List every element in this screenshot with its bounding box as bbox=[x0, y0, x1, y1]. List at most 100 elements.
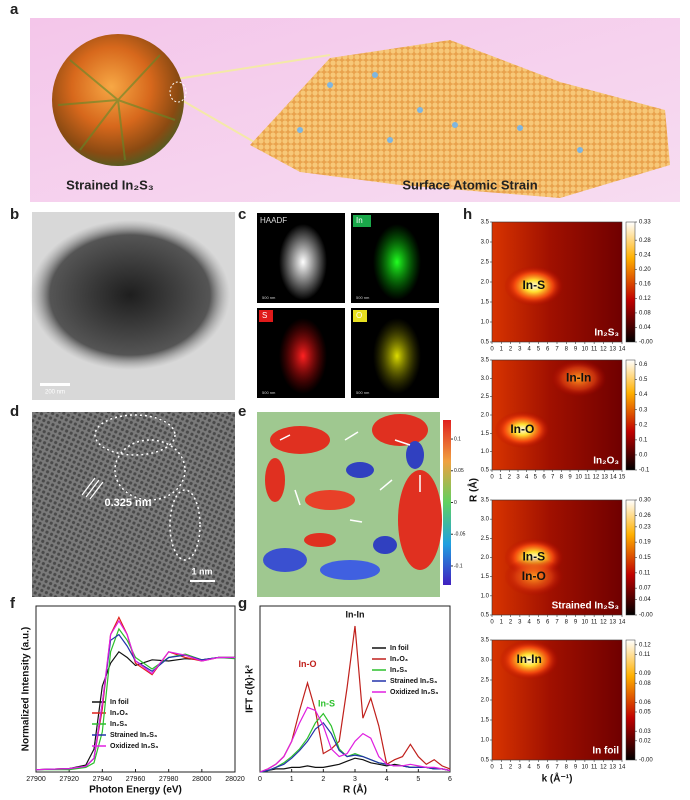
colorbar-tick-label: 0.1 bbox=[639, 437, 648, 443]
sample-label: In foil bbox=[592, 746, 619, 757]
colorbar-tick-label: 0.23 bbox=[639, 524, 651, 530]
x-tick-label: 10 bbox=[582, 620, 589, 626]
x-tick-label: 13 bbox=[609, 765, 616, 771]
strain-arrows bbox=[279, 431, 421, 523]
x-tick-label: 1 bbox=[500, 765, 504, 771]
series-line bbox=[259, 712, 451, 773]
panel-label: a bbox=[10, 1, 19, 18]
x-tick-label: 7 bbox=[551, 475, 555, 481]
scale-label: 1 nm bbox=[191, 566, 212, 576]
map-label: O bbox=[356, 311, 362, 320]
x-tick-label: 9 bbox=[574, 347, 578, 353]
peak-label: In-In bbox=[516, 652, 541, 666]
y-tick-label: 3.5 bbox=[481, 358, 490, 364]
heatmap bbox=[492, 640, 622, 760]
x-tick-label: 7 bbox=[555, 765, 559, 771]
y-tick-label: 0.5 bbox=[481, 468, 490, 474]
panel-a: Strained In₂S₃ Surface Atomic Strain bbox=[30, 18, 680, 202]
x-tick-label: 27960 bbox=[126, 776, 146, 783]
heat-spot bbox=[494, 411, 551, 448]
y-tick-label: 2.5 bbox=[481, 260, 490, 266]
y-tick-label: 3.5 bbox=[481, 220, 490, 226]
colorbar-tick-label: 0.05 bbox=[639, 710, 651, 716]
peak-label: In-S bbox=[318, 699, 335, 709]
y-tick-label: 3.5 bbox=[481, 498, 490, 504]
left-label: Strained In₂S₃ bbox=[66, 177, 154, 192]
peak-label: In-O bbox=[510, 422, 534, 436]
colorbar-tick-label: 0.12 bbox=[639, 642, 651, 648]
x-tick-label: 1 bbox=[500, 347, 504, 353]
haadf-signal bbox=[279, 224, 327, 300]
o-signal bbox=[373, 318, 421, 394]
y-tick-label: 2.0 bbox=[481, 555, 490, 561]
x-axis-label: k (Å⁻¹) bbox=[542, 772, 573, 785]
colorbar-tick-label: -0.00 bbox=[639, 340, 653, 346]
x-tick-label: 8 bbox=[565, 347, 569, 353]
peak-label: In-S bbox=[522, 550, 545, 564]
x-tick-label: 11 bbox=[591, 620, 598, 626]
colorbar-tick-label: 0.08 bbox=[639, 681, 651, 687]
colorbar-tick-label: 0.16 bbox=[639, 281, 651, 287]
scale-label: 500 nm bbox=[262, 295, 276, 300]
colorbar-tick-label: 0.08 bbox=[639, 310, 651, 316]
x-tick-label: 27900 bbox=[26, 776, 46, 783]
scale-bar bbox=[40, 383, 70, 386]
x-axis-label: R (Å) bbox=[343, 783, 367, 796]
scale-label: 200 nm bbox=[45, 390, 65, 396]
label-box bbox=[353, 215, 371, 227]
series-line bbox=[259, 721, 451, 773]
colorbar bbox=[625, 359, 636, 471]
x-tick-label: 7 bbox=[555, 347, 559, 353]
series-line bbox=[35, 650, 235, 771]
spacing-label: 0.325 nm bbox=[104, 497, 151, 509]
x-tick-label: 14 bbox=[619, 620, 626, 626]
scale-label: 500 nm bbox=[262, 390, 276, 395]
y-tick-label: 0.5 bbox=[481, 613, 490, 619]
x-tick-label: 11 bbox=[591, 347, 598, 353]
y-tick-label: 1.0 bbox=[481, 449, 490, 455]
x-tick-label: 6 bbox=[546, 620, 550, 626]
x-tick-label: 28000 bbox=[192, 776, 212, 783]
panel-label: d bbox=[10, 403, 19, 420]
heatmap bbox=[492, 500, 622, 615]
y-tick-label: 2.5 bbox=[481, 394, 490, 400]
x-tick-label: 8 bbox=[565, 765, 569, 771]
x-tick-label: 6 bbox=[546, 347, 550, 353]
s-signal bbox=[279, 318, 327, 394]
y-tick-label: 0.5 bbox=[481, 340, 490, 346]
x-tick-label: 27940 bbox=[93, 776, 113, 783]
panel-label: g bbox=[238, 595, 247, 612]
fringe-marks bbox=[81, 477, 104, 500]
x-tick-label: 13 bbox=[609, 347, 616, 353]
x-tick-label: 6 bbox=[448, 776, 452, 783]
sample-label: In₂O₃ bbox=[593, 456, 619, 467]
right-label: Surface Atomic Strain bbox=[402, 177, 537, 192]
colorbar-tick-label: -0.00 bbox=[639, 613, 653, 619]
colorbar bbox=[625, 499, 636, 616]
y-tick-label: 1.5 bbox=[481, 300, 490, 306]
heat-spot bbox=[504, 557, 564, 596]
zoom-line bbox=[177, 97, 269, 151]
heat-spot bbox=[504, 266, 564, 306]
colorbar-tick-label: 0.4 bbox=[639, 392, 648, 398]
colorbar-tick-label: 0.04 bbox=[639, 325, 651, 331]
colorbar-tick-label: 0.19 bbox=[639, 540, 651, 546]
x-tick-label: 13 bbox=[601, 475, 608, 481]
x-tick-label: 3 bbox=[353, 776, 357, 783]
heat-spot bbox=[499, 640, 559, 680]
series-line bbox=[259, 706, 451, 773]
colorbar-tick-label: 0.30 bbox=[639, 498, 651, 504]
y-tick-label: 0.5 bbox=[481, 758, 490, 764]
x-axis-label: Photon Energy (eV) bbox=[89, 785, 182, 796]
strained-surface bbox=[250, 40, 670, 198]
x-tick-label: 2 bbox=[509, 620, 513, 626]
panel-label: b bbox=[10, 206, 19, 223]
colorbar-tick-label: 0.04 bbox=[639, 597, 651, 603]
colorbar-tick-label: 0.1 bbox=[454, 436, 461, 442]
y-tick-label: 1.0 bbox=[481, 593, 490, 599]
y-tick-label: 3.0 bbox=[481, 240, 490, 246]
heat-spot bbox=[550, 360, 607, 397]
colorbar-tick-label: -0.1 bbox=[454, 563, 463, 569]
colorbar-tick-label: 0.15 bbox=[639, 555, 651, 561]
